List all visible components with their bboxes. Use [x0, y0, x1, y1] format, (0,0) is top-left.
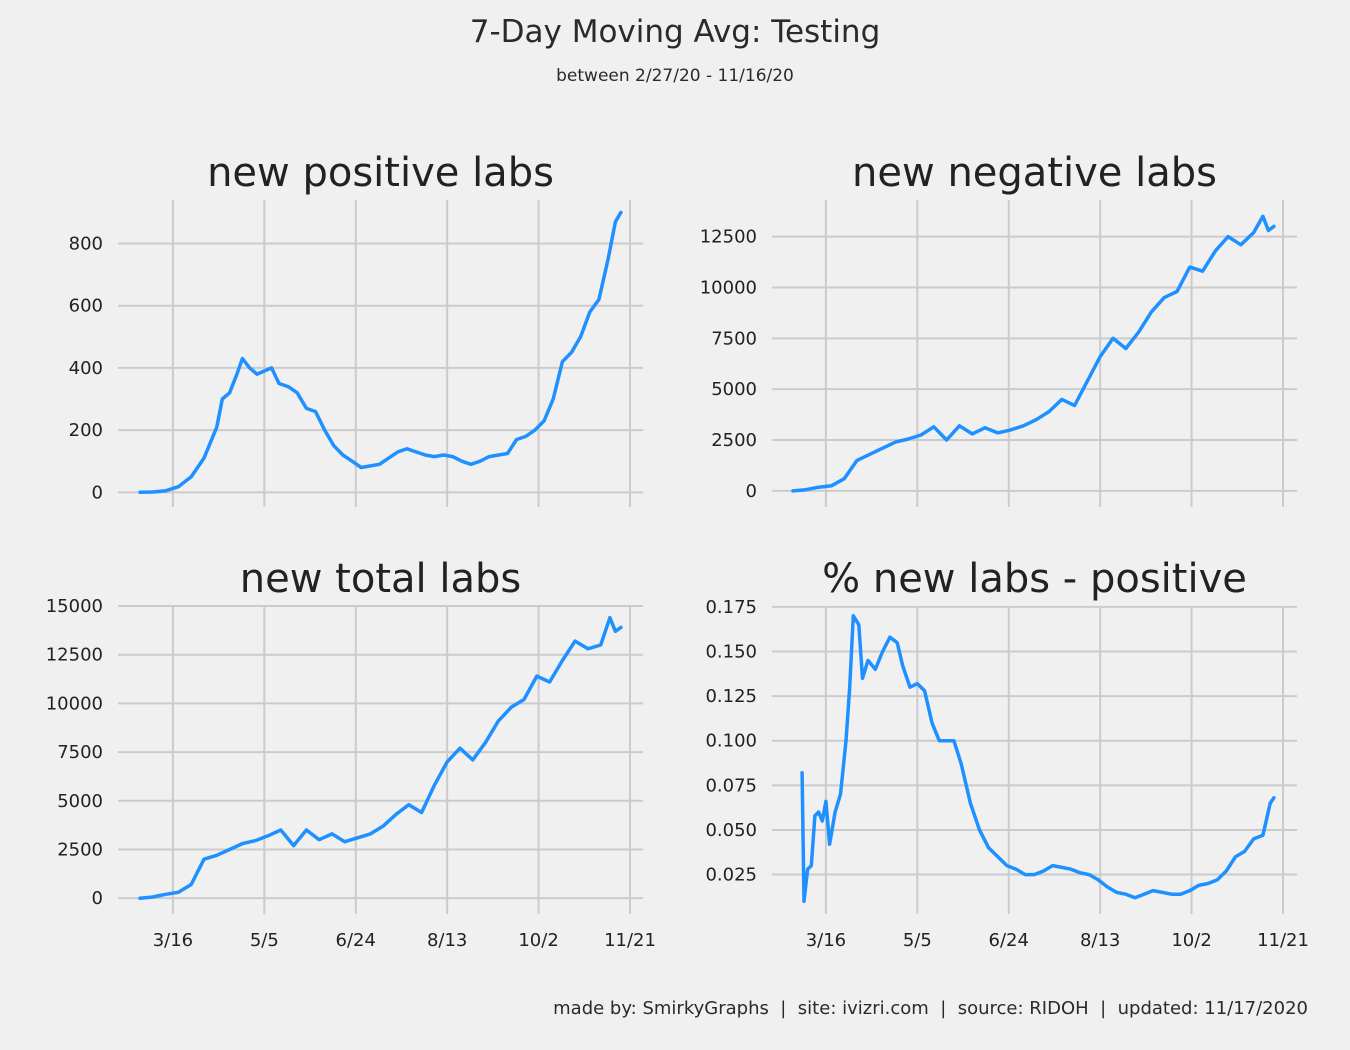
figure-title: 7-Day Moving Avg: Testing [469, 14, 881, 50]
y-tick-label: 12500 [700, 227, 757, 248]
y-tick-label: 0.050 [705, 820, 757, 841]
x-tick-label: 3/16 [153, 930, 193, 951]
x-tick-label: 3/16 [806, 930, 846, 951]
x-tick-label: 11/21 [1257, 930, 1309, 951]
subplot-4: % new labs - positive 3/16 5/5 6/24 8/13 10/2… [705, 556, 1308, 951]
y-tick-label: 2500 [711, 430, 757, 451]
subplot-title: % new labs - positive [822, 556, 1247, 602]
y-tick-label: 5000 [711, 379, 757, 400]
y-tick-label: 10000 [700, 277, 757, 298]
figure-subtitle: between 2/27/20 - 11/16/20 [556, 66, 794, 86]
subplot-3: new total labs 3/16 5/5 6/24 8/13 10/2 11/21 0 2… [46, 556, 656, 951]
x-tick-label: 6/24 [989, 930, 1029, 951]
y-tick-label: 0.125 [705, 686, 757, 707]
subplot-title: new positive labs [207, 150, 554, 196]
subplot-title: new total labs [240, 556, 521, 602]
y-tick-label: 0.075 [705, 775, 757, 796]
y-tick-label: 400 [69, 358, 103, 379]
x-tick-label: 6/24 [336, 930, 376, 951]
y-tick-label: 12500 [46, 645, 103, 666]
subplot-1: new positive labs 0 200 400 600 800 [69, 150, 643, 507]
x-tick-label: 8/13 [1080, 930, 1120, 951]
series-line-1 [791, 214, 1276, 493]
y-tick-label: 0.025 [705, 865, 757, 886]
subplot-2: new negative labs 0 2500 5000 7500 10000 12500 [700, 150, 1297, 507]
series-line-1 [138, 210, 623, 495]
y-tick-label: 5000 [57, 791, 103, 812]
y-tick-label: 200 [69, 420, 103, 441]
footer-credits: made by: SmirkyGraphs | site: ivizri.com… [553, 998, 1308, 1019]
y-tick-label: 0.100 [705, 731, 757, 752]
y-tick-label: 15000 [46, 596, 103, 617]
y-tick-label: 0.175 [705, 597, 757, 618]
y-tick-label: 0 [92, 482, 103, 503]
y-tick-label: 7500 [711, 328, 757, 349]
y-tick-label: 7500 [57, 742, 103, 763]
series-line-1 [138, 615, 623, 900]
y-tick-label: 600 [69, 296, 103, 317]
x-tick-label: 8/13 [427, 930, 467, 951]
subplot-title: new negative labs [852, 150, 1217, 196]
series-line-1 [800, 614, 1276, 904]
y-tick-label: 10000 [46, 693, 103, 714]
x-tick-label: 10/2 [1171, 930, 1211, 951]
x-tick-label: 5/5 [250, 930, 279, 951]
x-tick-label: 11/21 [604, 930, 656, 951]
x-tick-label: 10/2 [518, 930, 558, 951]
y-tick-label: 0.150 [705, 642, 757, 663]
y-tick-label: 2500 [57, 839, 103, 860]
y-tick-label: 800 [69, 234, 103, 255]
y-tick-label: 0 [746, 481, 757, 502]
y-tick-label: 0 [92, 888, 103, 909]
x-tick-label: 5/5 [903, 930, 932, 951]
